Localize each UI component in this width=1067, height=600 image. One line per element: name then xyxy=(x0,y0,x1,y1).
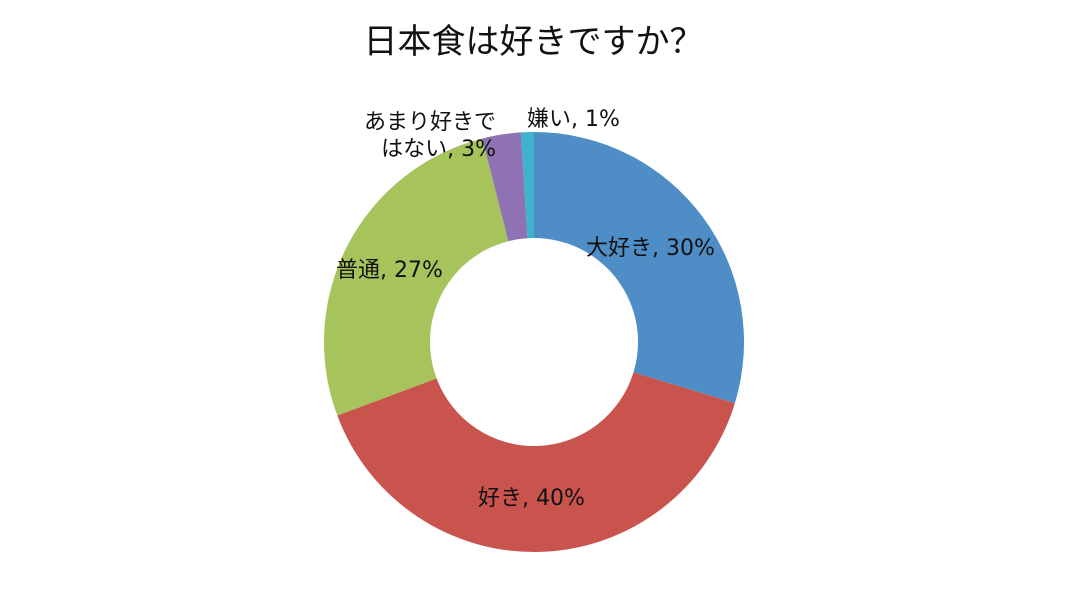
data-label-text: 好き, 40% xyxy=(478,486,585,511)
data-label-kirai: 嫌い, 1% xyxy=(527,106,620,133)
data-label-amari-suki-dewanai: あまり好きで はない, 3% xyxy=(336,109,496,163)
data-label-suki: 好き, 40% xyxy=(478,485,585,512)
donut-slice-kirai xyxy=(520,132,534,239)
data-label-text: 大好き, 30% xyxy=(586,236,715,261)
donut-slice-futsuu xyxy=(324,138,509,416)
donut-slices xyxy=(324,132,744,553)
donut-slice-daisuki xyxy=(534,132,744,404)
data-label-text: 普通, 27% xyxy=(336,258,443,283)
data-label-daisuki: 大好き, 30% xyxy=(586,235,715,262)
donut-slice-amari-suki-dewanai xyxy=(482,132,528,242)
donut-slice-suki xyxy=(337,372,735,553)
data-label-text: 嫌い, 1% xyxy=(527,107,620,132)
data-label-text-line2: はない, 3% xyxy=(381,137,496,162)
chart-title: 日本食は好きですか？ xyxy=(363,22,704,62)
data-label-text-line1: あまり好きで xyxy=(363,110,496,135)
data-label-futsuu: 普通, 27% xyxy=(336,257,443,284)
